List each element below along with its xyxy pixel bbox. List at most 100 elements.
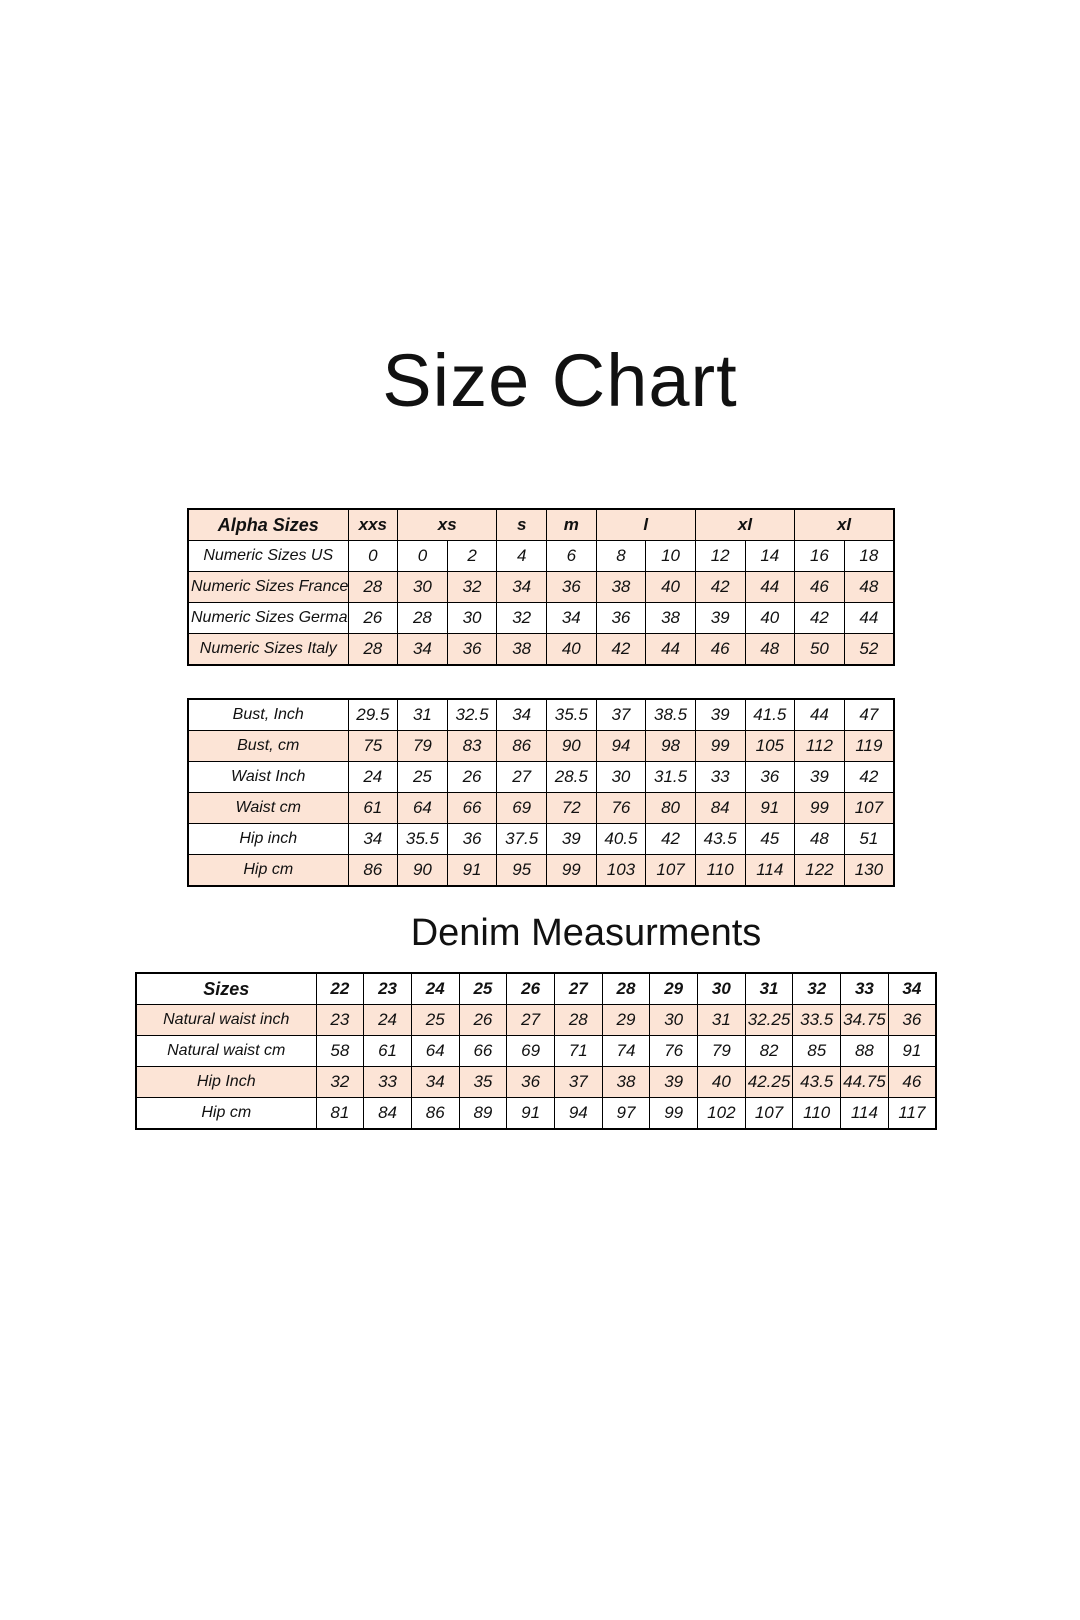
cell: 107 [744,1097,794,1130]
cell: 42 [694,571,746,603]
table-row: Waist Inch 24 25 26 27 28.5 30 31.5 33 36 39 42 [187,761,895,793]
cell: 26 [347,602,399,634]
table-row: Natural waist cm 58 61 64 66 69 71 74 76 79 82 85 88… [135,1035,937,1067]
cell: 80 [645,792,696,824]
denim-measurements-table: Sizes 22 23 24 25 26 27 28 29 30 31 32 33 34 Natural w… [135,972,937,1130]
cell: 99 [794,792,845,824]
cell: 30 [649,1004,698,1036]
cell: 86 [496,730,547,762]
cell: 76 [595,792,647,824]
cell: 69 [506,1035,555,1067]
cell: 40 [744,602,796,634]
cell: 40 [546,633,597,666]
cell: 44 [794,698,845,731]
table-row: Numeric Sizes US 0 0 2 4 6 8 10 12 14 16 18 [187,540,895,572]
row-label: Hip cm [187,854,349,887]
cell: 46 [887,1066,937,1098]
row-label: Numeric Sizes Germany [187,602,349,634]
table-row: Waist cm 61 64 66 69 72 76 80 84 91 99 107 [187,792,895,824]
cell: 35.5 [397,823,448,855]
column-header: 27 [553,972,603,1005]
table-header-label: Alpha Sizes [187,508,349,541]
cell: 28 [553,1004,603,1036]
cell: 34 [546,602,597,634]
cell: 69 [496,792,547,824]
row-label: Waist Inch [187,761,349,793]
cell: 38 [595,571,647,603]
cell: 35.5 [546,698,597,731]
row-label: Natural waist cm [135,1035,317,1067]
cell: 66 [458,1035,508,1067]
cell: 99 [649,1097,698,1130]
cell: 37 [595,698,647,731]
cell: 79 [697,1035,746,1067]
cell: 26 [446,761,498,793]
cell: 86 [410,1097,460,1130]
cell: 119 [843,730,895,762]
cell: 38 [601,1066,651,1098]
cell: 37.5 [496,823,547,855]
cell: 31 [697,1004,746,1036]
cell: 39 [546,823,597,855]
cell: 36 [446,633,498,666]
column-header: 22 [315,972,365,1005]
alpha-sizes-table: Alpha Sizes xxs xs s m l xl xl Numeric Sizes US 0… [187,508,895,666]
table-row: Bust, cm 75 79 83 86 90 94 98 99 105 112 119 [187,730,895,762]
cell: 28 [347,633,399,666]
cell: 18 [843,540,895,572]
cell: 88 [840,1035,889,1067]
cell: 8 [595,540,647,572]
cell: 64 [397,792,448,824]
cell: 32 [496,602,547,634]
cell: 38 [645,602,696,634]
row-label: Numeric Sizes Italy [187,633,349,666]
cell: 90 [546,730,597,762]
cell: 27 [506,1004,555,1036]
table-row: Natural waist inch 23 24 25 26 27 28 29 30 31 32.2… [135,1004,937,1036]
cell: 34 [496,571,547,603]
cell: 35 [458,1066,508,1098]
table-row: Hip cm 81 84 86 89 91 94 97 99 102 107 110 114 117 [135,1097,937,1130]
column-header: 30 [697,972,746,1005]
cell: 32.25 [744,1004,794,1036]
cell: 72 [546,792,597,824]
cell: 43.5 [792,1066,842,1098]
table-row: Numeric Sizes France 28 30 32 34 36 38 40 42 44 46… [187,571,895,603]
column-header: xxs [347,508,399,541]
cell: 112 [794,730,845,762]
cell: 4 [496,540,547,572]
cell: 48 [744,633,796,666]
cell: 61 [347,792,399,824]
cell: 24 [363,1004,412,1036]
cell: 28.5 [546,761,597,793]
row-label: Numeric Sizes US [187,540,349,572]
table-row: Bust, Inch 29.5 31 32.5 34 35.5 37 38.5 39 41.5 44… [187,698,895,731]
cell: 36 [506,1066,555,1098]
cell: 46 [694,633,746,666]
cell: 94 [595,730,647,762]
cell: 36 [744,761,796,793]
cell: 71 [553,1035,603,1067]
cell: 14 [744,540,796,572]
cell: 28 [397,602,448,634]
cell: 107 [843,792,895,824]
cell: 0 [347,540,399,572]
cell: 46 [794,571,845,603]
cell: 114 [840,1097,889,1130]
cell: 36 [446,823,498,855]
column-header: l [595,508,696,541]
row-label: Waist cm [187,792,349,824]
cell: 91 [887,1035,937,1067]
cell: 30 [595,761,647,793]
cell: 83 [446,730,498,762]
cell: 122 [794,854,845,887]
cell: 36 [887,1004,937,1036]
cell: 34 [410,1066,460,1098]
cell: 23 [315,1004,365,1036]
cell: 42 [595,633,647,666]
cell: 44.75 [840,1066,889,1098]
cell: 28 [347,571,399,603]
column-header: 23 [363,972,412,1005]
cell: 66 [446,792,498,824]
column-header: 32 [792,972,842,1005]
